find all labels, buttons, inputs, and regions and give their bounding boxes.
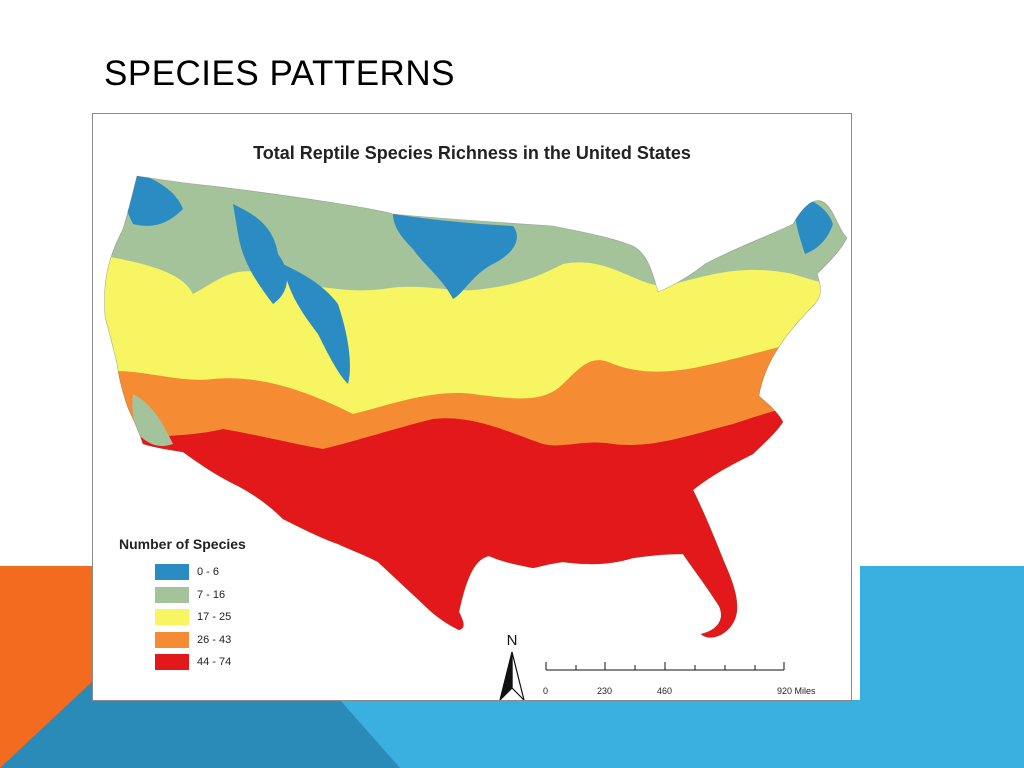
north-label: N <box>506 632 518 649</box>
scale-label: 0 <box>543 686 549 696</box>
legend-title: Number of Species <box>119 536 246 552</box>
legend-label: 0 - 6 <box>197 566 220 579</box>
legend-label: 7 - 16 <box>197 588 226 601</box>
slide-title: SPECIES PATTERNS <box>104 54 455 93</box>
legend-swatch <box>155 631 189 648</box>
scale-label: 230 <box>597 686 613 696</box>
dark-blue-triangle <box>0 680 400 768</box>
scale-label: 460 <box>657 686 673 696</box>
legend-swatch <box>155 609 189 626</box>
north-arrow-icon <box>499 651 525 700</box>
legend-swatch <box>155 564 189 581</box>
legend-swatch <box>155 586 189 603</box>
legend-label: 26 - 43 <box>197 633 232 646</box>
legend-item: 17 - 25 <box>119 606 339 629</box>
legend-item: 26 - 43 <box>119 629 339 652</box>
scale-label: 920 Miles <box>777 686 816 696</box>
legend-item: 0 - 6 <box>119 561 339 584</box>
legend-label: 17 - 25 <box>197 611 232 624</box>
us-richness-map <box>104 175 848 638</box>
legend-item: 44 - 74 <box>119 651 339 674</box>
legend-swatch <box>155 654 189 671</box>
map-legend: Number of Species 0 - 6 7 - 16 17 - 25 2… <box>119 536 339 674</box>
legend-label: 44 - 74 <box>197 656 232 669</box>
blue-right-shape <box>860 566 1024 768</box>
legend-item: 7 - 16 <box>119 584 339 607</box>
map-title: Total Reptile Species Richness in the Un… <box>253 143 691 163</box>
map-figure: Total Reptile Species Richness in the Un… <box>92 113 852 701</box>
scale-bar-graphic <box>545 662 785 671</box>
